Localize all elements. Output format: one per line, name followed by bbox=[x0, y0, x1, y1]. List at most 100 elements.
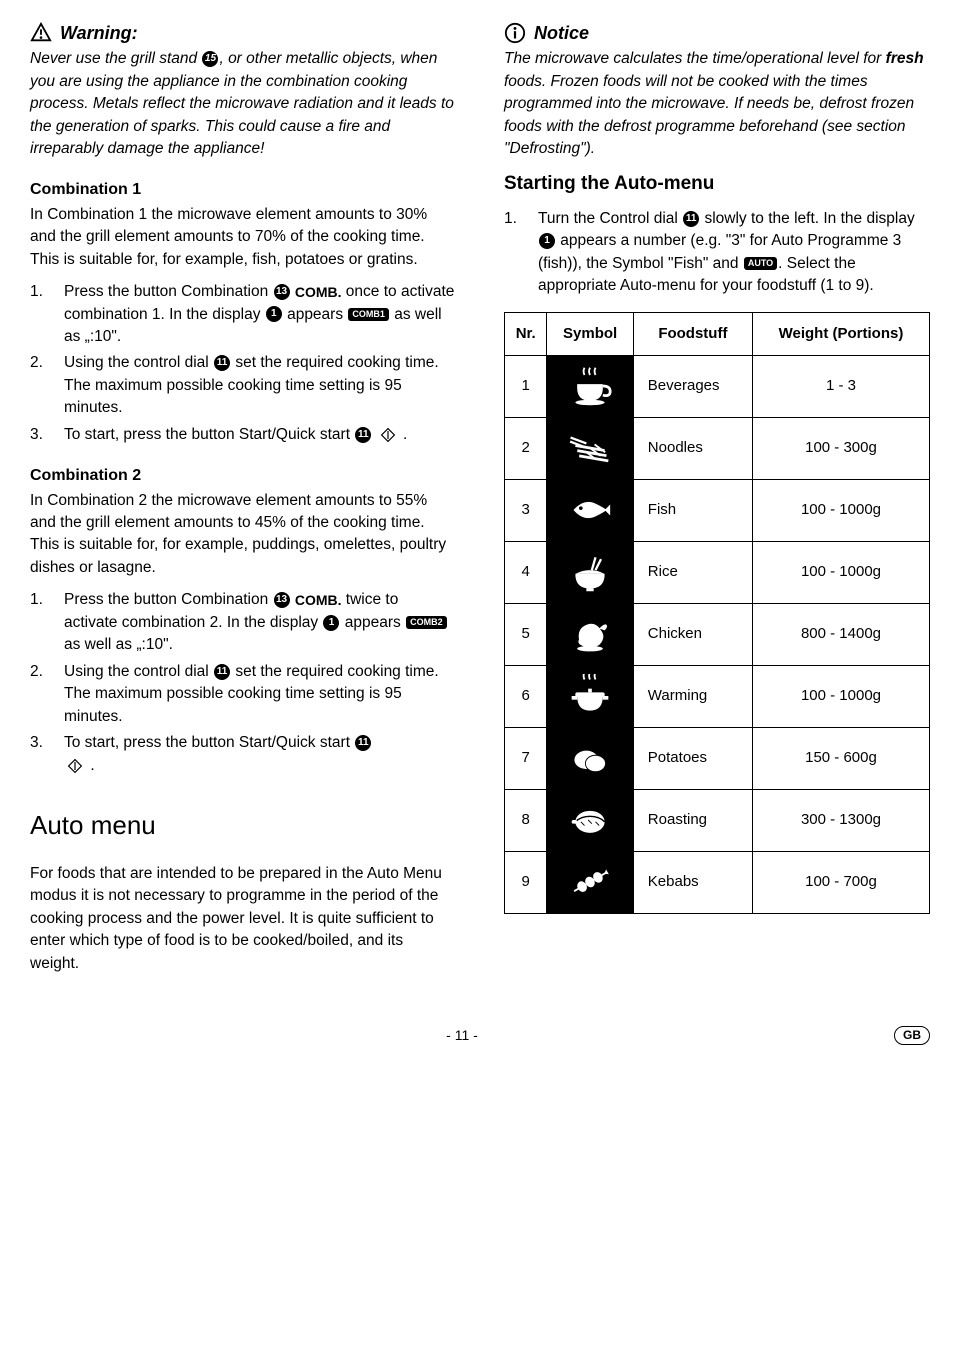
step-text: Turn the Control dial 11 slowly to the l… bbox=[538, 208, 930, 298]
comb1-chip-icon: COMB1 bbox=[348, 308, 389, 321]
cell-food: Roasting bbox=[633, 789, 752, 851]
warning-text: Never use the grill stand 15, or other m… bbox=[30, 48, 456, 160]
badge-1-icon: 1 bbox=[323, 615, 339, 631]
auto-menu-table: Nr. Symbol Foodstuff Weight (Portions) 1… bbox=[504, 312, 930, 914]
table-row: 2 Noodles100 - 300g bbox=[505, 417, 930, 479]
combo1-step1: 1. Press the button Combination 13 COMB.… bbox=[30, 281, 456, 348]
cell-weight: 100 - 1000g bbox=[752, 479, 929, 541]
comb-label: COMB. bbox=[295, 592, 342, 608]
cell-weight: 300 - 1300g bbox=[752, 789, 929, 851]
rice-icon bbox=[568, 550, 612, 594]
chicken-icon bbox=[568, 612, 612, 656]
cell-weight: 800 - 1400g bbox=[752, 603, 929, 665]
step-text: To start, press the button Start/Quick s… bbox=[64, 424, 407, 446]
step-number: 1. bbox=[30, 589, 64, 656]
cell-nr: 7 bbox=[505, 727, 547, 789]
cell-symbol bbox=[547, 727, 633, 789]
cell-weight: 150 - 600g bbox=[752, 727, 929, 789]
badge-13-icon: 13 bbox=[274, 284, 290, 300]
cell-food: Potatoes bbox=[633, 727, 752, 789]
cell-nr: 6 bbox=[505, 665, 547, 727]
badge-11-icon: 11 bbox=[355, 735, 371, 751]
cell-symbol bbox=[547, 665, 633, 727]
cell-symbol bbox=[547, 417, 633, 479]
page-number: - 11 - bbox=[446, 1025, 478, 1045]
cell-nr: 4 bbox=[505, 541, 547, 603]
combo2-step3: 3. To start, press the button Start/Quic… bbox=[30, 732, 456, 777]
fish-icon bbox=[568, 488, 612, 532]
table-row: 8 Roasting300 - 1300g bbox=[505, 789, 930, 851]
notice-heading: Notice bbox=[504, 20, 930, 46]
step-text: To start, press the button Start/Quick s… bbox=[64, 732, 372, 777]
starting-title: Starting the Auto-menu bbox=[504, 170, 930, 198]
pot-icon bbox=[568, 674, 612, 718]
cell-nr: 2 bbox=[505, 417, 547, 479]
warning-heading: Warning: bbox=[30, 20, 456, 46]
step-number: 1. bbox=[504, 208, 538, 298]
cell-nr: 9 bbox=[505, 851, 547, 913]
cell-nr: 1 bbox=[505, 355, 547, 417]
cell-nr: 3 bbox=[505, 479, 547, 541]
badge-15-icon: 15 bbox=[202, 51, 218, 67]
step-number: 3. bbox=[30, 732, 64, 777]
cell-symbol bbox=[547, 355, 633, 417]
table-header-row: Nr. Symbol Foodstuff Weight (Portions) bbox=[505, 312, 930, 355]
th-symbol: Symbol bbox=[547, 312, 633, 355]
th-nr: Nr. bbox=[505, 312, 547, 355]
notice-title: Notice bbox=[534, 20, 589, 46]
cell-weight: 100 - 1000g bbox=[752, 665, 929, 727]
comb2-chip-icon: COMB2 bbox=[406, 616, 447, 629]
step-text: Press the button Combination 13 COMB. tw… bbox=[64, 589, 456, 656]
combo1-step2: 2. Using the control dial 11 set the req… bbox=[30, 352, 456, 419]
combo1-title: Combination 1 bbox=[30, 178, 456, 201]
noodles-icon bbox=[568, 426, 612, 470]
badge-13-icon: 13 bbox=[274, 592, 290, 608]
warning-text-pre: Never use the grill stand bbox=[30, 50, 201, 67]
table-row: 3 Fish100 - 1000g bbox=[505, 479, 930, 541]
language-badge: GB bbox=[894, 1026, 930, 1045]
cell-symbol bbox=[547, 851, 633, 913]
table-row: 9Kebabs100 - 700g bbox=[505, 851, 930, 913]
right-column: Notice The microwave calculates the time… bbox=[504, 20, 930, 985]
combo1-intro: In Combination 1 the microwave element a… bbox=[30, 204, 456, 271]
cell-food: Chicken bbox=[633, 603, 752, 665]
kebab-icon bbox=[568, 860, 612, 904]
cup-icon bbox=[568, 364, 612, 408]
badge-1-icon: 1 bbox=[266, 306, 282, 322]
cell-symbol bbox=[547, 603, 633, 665]
combo2-step1: 1. Press the button Combination 13 COMB.… bbox=[30, 589, 456, 656]
start-diamond-icon bbox=[380, 427, 396, 443]
table-row: 7 Potatoes150 - 600g bbox=[505, 727, 930, 789]
automenu-intro: For foods that are intended to be prepar… bbox=[30, 863, 456, 975]
warning-title: Warning: bbox=[60, 20, 138, 46]
badge-11-icon: 11 bbox=[214, 355, 230, 371]
table-row: 5Chicken800 - 1400g bbox=[505, 603, 930, 665]
auto-chip-icon: AUTO bbox=[744, 257, 777, 270]
cell-food: Fish bbox=[633, 479, 752, 541]
cell-nr: 8 bbox=[505, 789, 547, 851]
cell-weight: 100 - 300g bbox=[752, 417, 929, 479]
cell-food: Noodles bbox=[633, 417, 752, 479]
cell-weight: 1 - 3 bbox=[752, 355, 929, 417]
cell-food: Beverages bbox=[633, 355, 752, 417]
automenu-title: Auto menu bbox=[30, 807, 456, 845]
cell-symbol bbox=[547, 789, 633, 851]
combo2-steps: 1. Press the button Combination 13 COMB.… bbox=[30, 589, 456, 777]
badge-11-icon: 11 bbox=[214, 664, 230, 680]
step-text: Press the button Combination 13 COMB. on… bbox=[64, 281, 456, 348]
badge-11-icon: 11 bbox=[683, 211, 699, 227]
combo1-steps: 1. Press the button Combination 13 COMB.… bbox=[30, 281, 456, 446]
starting-steps: 1. Turn the Control dial 11 slowly to th… bbox=[504, 208, 930, 298]
cell-symbol bbox=[547, 541, 633, 603]
table-row: 6 Warming100 - 1000g bbox=[505, 665, 930, 727]
th-food: Foodstuff bbox=[633, 312, 752, 355]
cell-food: Warming bbox=[633, 665, 752, 727]
cell-food: Kebabs bbox=[633, 851, 752, 913]
info-circle-icon bbox=[504, 22, 526, 44]
step-number: 1. bbox=[30, 281, 64, 348]
step-number: 3. bbox=[30, 424, 64, 446]
warning-triangle-icon bbox=[30, 22, 52, 44]
step-text: Using the control dial 11 set the requir… bbox=[64, 352, 456, 419]
cell-symbol bbox=[547, 479, 633, 541]
notice-bold: fresh bbox=[886, 50, 924, 67]
